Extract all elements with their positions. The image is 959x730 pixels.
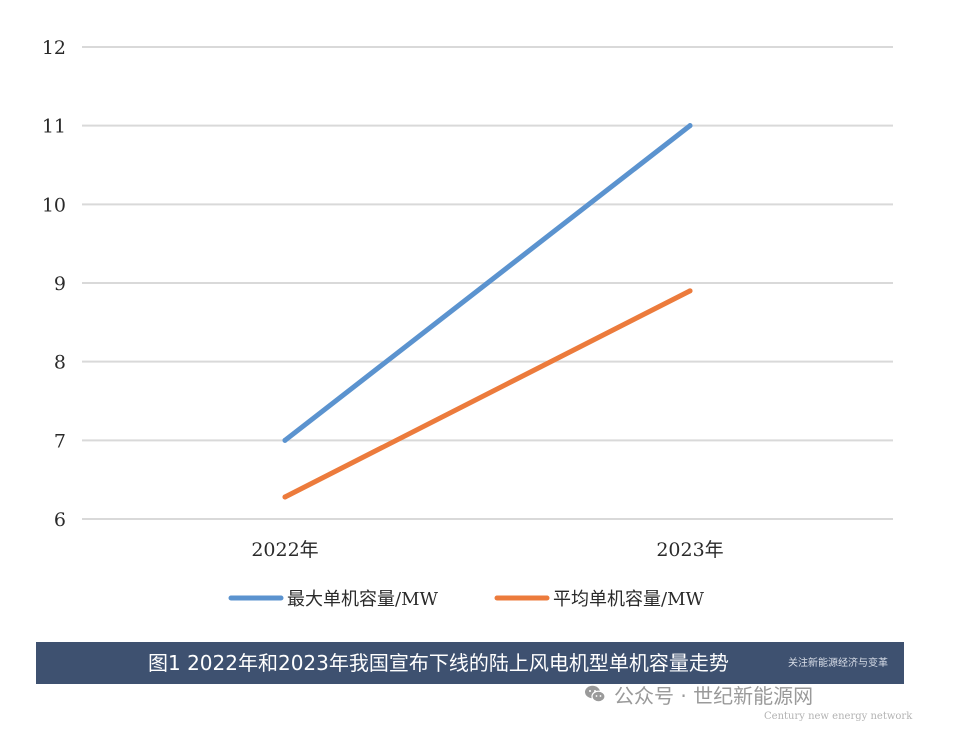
legend-label: 平均单机容量/MW	[553, 589, 704, 610]
data-point	[282, 437, 288, 443]
legend: 最大单机容量/MW 平均单机容量/MW	[228, 589, 704, 610]
y-tick-label: 7	[54, 430, 66, 452]
y-tick-label: 6	[54, 509, 66, 531]
line-chart: 6 7 8 9 10 11 12 2022年 2023年 最大单机容量/MW 平均单机容量/MW	[42, 37, 893, 610]
x-tick-label: 2023年	[656, 539, 723, 561]
y-tick-label: 8	[54, 352, 66, 374]
data-point	[687, 123, 693, 129]
y-tick-label: 11	[42, 116, 66, 138]
wechat-watermark: 公众号 · 世纪新能源网	[584, 680, 813, 708]
data-point	[687, 288, 693, 294]
y-axis-ticks: 6 7 8 9 10 11 12	[42, 37, 66, 531]
series-line-1	[282, 288, 693, 500]
brand-english-name: Century new energy network	[764, 711, 913, 722]
y-tick-label: 10	[42, 194, 66, 216]
figure-caption: 图1 2022年和2023年我国宣布下线的陆上风电机型单机容量走势	[148, 651, 729, 675]
caption-bar: 图1 2022年和2023年我国宣布下线的陆上风电机型单机容量走势 关注新能源经…	[36, 642, 904, 684]
x-tick-label: 2022年	[251, 539, 318, 561]
wechat-icon	[585, 685, 606, 703]
data-point	[282, 494, 288, 500]
series-line-0	[282, 123, 693, 443]
gridlines	[82, 46, 893, 520]
wechat-account: 公众号 · 世纪新能源网	[614, 683, 814, 708]
caption-tag: 关注新能源经济与变革	[788, 658, 888, 669]
y-tick-label: 12	[42, 37, 66, 59]
x-axis-ticks: 2022年 2023年	[251, 539, 723, 561]
y-tick-label: 9	[54, 273, 66, 295]
legend-label: 最大单机容量/MW	[287, 589, 438, 610]
series-lines	[282, 123, 693, 500]
